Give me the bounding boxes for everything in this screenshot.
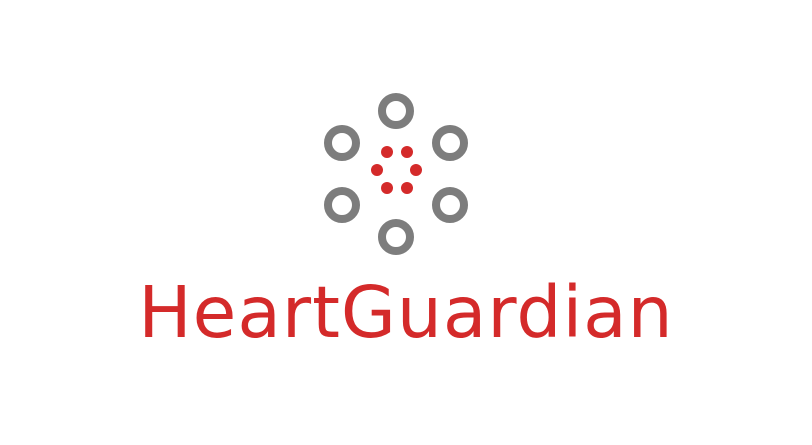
ring-top <box>378 93 414 129</box>
ring-upper-right <box>432 125 468 161</box>
dot <box>381 182 393 194</box>
dot <box>371 164 383 176</box>
ring-lower-left <box>324 187 360 223</box>
center-dots <box>371 146 422 194</box>
heart-guardian-logo-icon <box>324 93 468 255</box>
dot <box>401 182 413 194</box>
ring-upper-left <box>324 125 360 161</box>
brand-wordmark: HeartGuardian <box>138 271 674 354</box>
outer-rings <box>324 93 468 255</box>
dot <box>401 146 413 158</box>
ring-lower-right <box>432 187 468 223</box>
ring-bottom <box>378 219 414 255</box>
dot <box>410 164 422 176</box>
dot <box>381 146 393 158</box>
